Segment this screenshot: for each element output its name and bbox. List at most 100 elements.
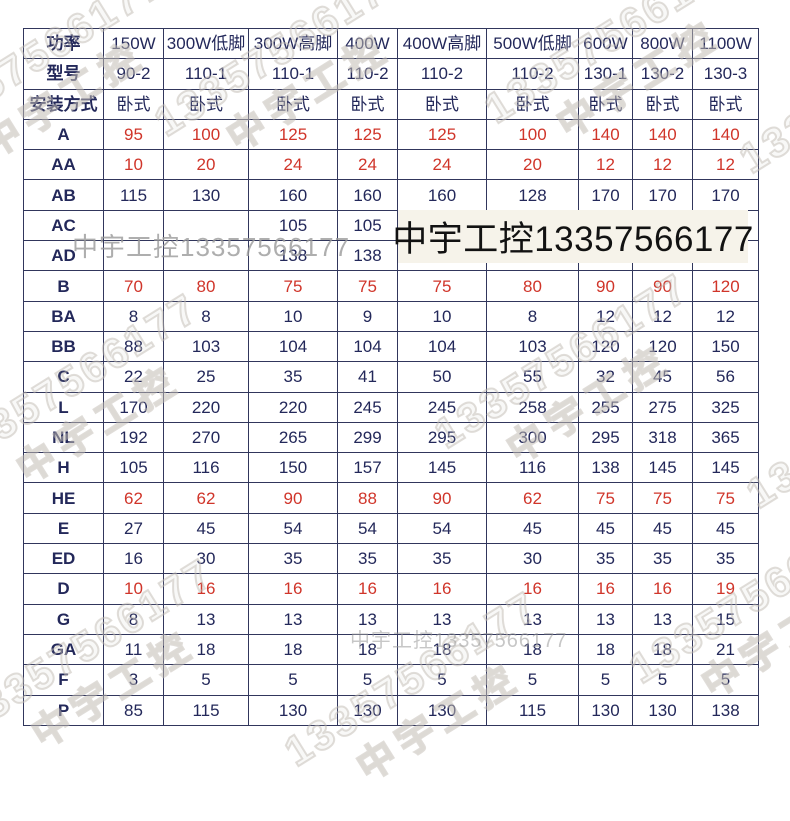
table-cell: 8 <box>103 300 164 332</box>
row-label: HE <box>23 482 104 514</box>
table-row: D 10 16 16 16 16 16 16 16 19 <box>23 573 759 605</box>
table-cell: 62 <box>486 482 579 514</box>
table-row: AD 138 138 <box>23 240 759 272</box>
table-cell: 130 <box>163 179 249 211</box>
table-cell: 75 <box>632 482 693 514</box>
table-cell: 110-1 <box>163 58 249 90</box>
row-label: NL <box>23 421 104 454</box>
table-cell: 104 <box>397 330 487 363</box>
table-cell: 245 <box>397 391 487 423</box>
table-cell: 105 <box>248 209 338 242</box>
table-row: C 22 25 35 41 50 55 32 45 56 <box>23 361 759 393</box>
table-cell: 18 <box>632 633 693 666</box>
table-cell: 27 <box>103 512 164 545</box>
table-cell: 12 <box>632 300 693 332</box>
table-cell <box>632 240 693 272</box>
table-cell: 25 <box>163 361 249 393</box>
table-cell: 50 <box>397 361 487 393</box>
table-cell: 145 <box>692 452 759 484</box>
table-cell: 116 <box>163 452 249 484</box>
table-cell: 18 <box>486 633 579 666</box>
table-row: 型号 90-2 110-1 110-1 110-2 110-2 110-2 130-1 130-… <box>23 58 759 90</box>
row-label: GA <box>23 633 104 666</box>
table-cell: 120 <box>692 270 759 302</box>
table-cell: 卧式 <box>397 88 487 120</box>
table-cell: 24 <box>337 149 398 181</box>
table-cell: 110-1 <box>248 58 338 90</box>
table-cell: 140 <box>578 118 633 151</box>
table-cell: 16 <box>397 573 487 605</box>
table-cell: 卧式 <box>578 88 633 120</box>
table-cell: 75 <box>397 270 487 302</box>
table-cell: 13 <box>632 603 693 635</box>
table-cell: 160 <box>248 179 338 211</box>
table-cell: 116 <box>486 452 579 484</box>
table-cell: 130 <box>248 694 338 726</box>
table-cell: 138 <box>692 694 759 726</box>
table-cell: 170 <box>103 391 164 423</box>
table-cell: 13 <box>163 603 249 635</box>
table-cell: 12 <box>692 300 759 332</box>
table-cell: 145 <box>397 452 487 484</box>
table-cell: 卧式 <box>248 88 338 120</box>
table-cell <box>103 209 164 242</box>
table-cell: 138 <box>337 240 398 272</box>
table-cell: 80 <box>163 270 249 302</box>
table-cell: 130 <box>578 694 633 726</box>
table-cell: 400W <box>337 27 398 60</box>
table-cell: 19 <box>692 573 759 605</box>
table-cell: 35 <box>578 543 633 575</box>
table-cell: 55 <box>486 361 579 393</box>
table-cell: 130-2 <box>632 58 693 90</box>
table-cell: 12 <box>692 149 759 181</box>
table-row: H 105 116 150 157 145 116 138 145 145 <box>23 452 759 484</box>
table-cell: 18 <box>578 633 633 666</box>
table-cell: 35 <box>248 543 338 575</box>
table-row: L 170 220 220 245 245 258 255 275 325 <box>23 391 759 423</box>
table-cell: 54 <box>397 512 487 545</box>
table-cell: 170 <box>692 179 759 211</box>
row-label: D <box>23 573 104 605</box>
table-cell: 115 <box>163 694 249 726</box>
table-cell: 103 <box>163 330 249 363</box>
table-cell <box>103 240 164 272</box>
table-cell <box>486 209 579 242</box>
table-cell: 255 <box>578 391 633 423</box>
table-cell: 95 <box>103 118 164 151</box>
table-cell: 10 <box>397 300 487 332</box>
table-cell: 115 <box>486 694 579 726</box>
table-cell: 150W <box>103 27 164 60</box>
spec-table-body: 功率 150W 300W低脚 300W高脚 400W 400W高脚 500W低脚 600W 80… <box>23 27 759 726</box>
table-cell: 400W高脚 <box>397 27 487 60</box>
table-row: ED 16 30 35 35 35 30 35 35 35 <box>23 543 759 575</box>
table-cell: 3 <box>103 664 164 696</box>
table-cell: 125 <box>397 118 487 151</box>
table-cell: 170 <box>632 179 693 211</box>
table-cell: 8 <box>103 603 164 635</box>
table-cell: 120 <box>578 330 633 363</box>
table-cell: 299 <box>337 421 398 454</box>
table-cell: 88 <box>103 330 164 363</box>
table-cell: 90 <box>578 270 633 302</box>
table-cell: 75 <box>337 270 398 302</box>
table-cell: 220 <box>163 391 249 423</box>
table-cell: 325 <box>692 391 759 423</box>
table-cell: 157 <box>337 452 398 484</box>
table-cell: 16 <box>337 573 398 605</box>
table-cell: 258 <box>486 391 579 423</box>
table-cell: 103 <box>486 330 579 363</box>
table-cell: 100 <box>486 118 579 151</box>
table-cell: 130 <box>337 694 398 726</box>
table-cell: 125 <box>248 118 338 151</box>
table-cell: 卧式 <box>692 88 759 120</box>
row-label: G <box>23 603 104 635</box>
table-cell <box>397 240 487 272</box>
table-cell: 192 <box>103 421 164 454</box>
row-label: C <box>23 361 104 393</box>
table-cell: 45 <box>632 361 693 393</box>
table-cell: 30 <box>486 543 579 575</box>
row-label: AB <box>23 179 104 211</box>
row-label: 功率 <box>23 27 104 60</box>
table-cell: 13 <box>248 603 338 635</box>
